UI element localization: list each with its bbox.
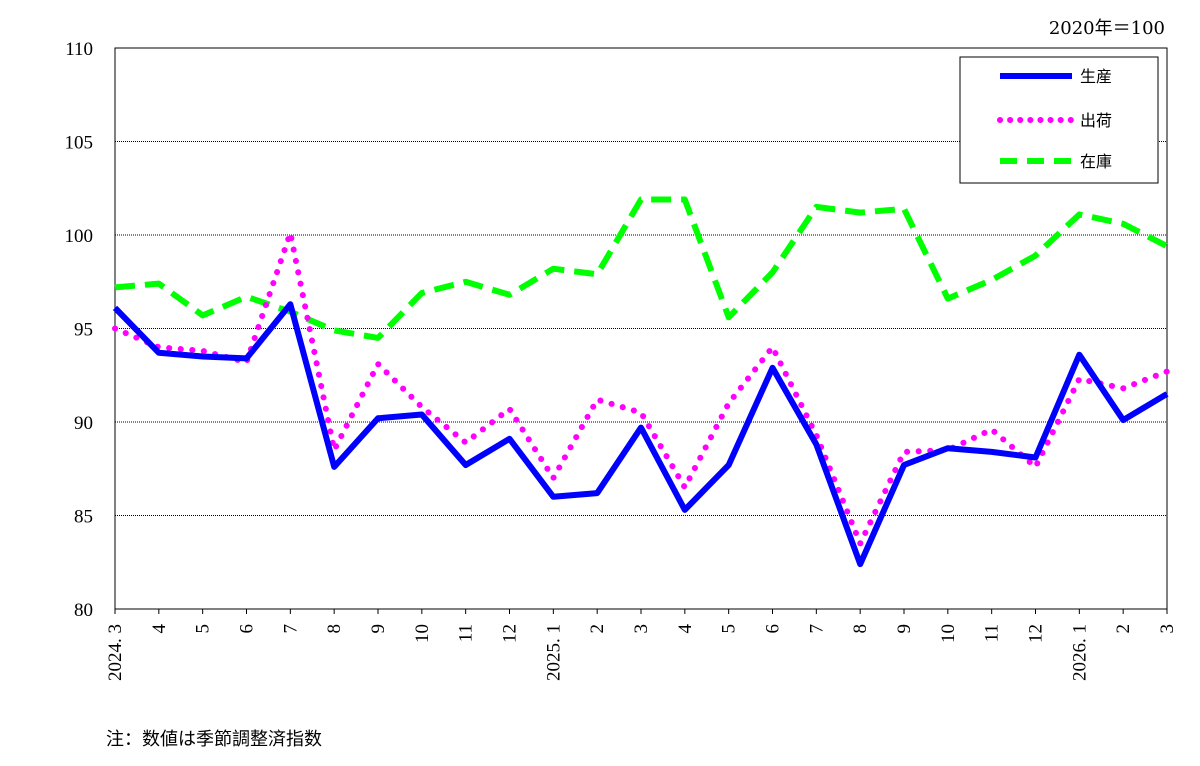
series-line-shipments: [112, 230, 1170, 547]
x-tick-label: 4: [675, 624, 696, 634]
x-tick-label: 7: [280, 624, 301, 634]
x-tick-label: 6: [237, 624, 258, 634]
x-tick-label: 3: [631, 624, 652, 634]
y-tick-label: 110: [65, 39, 93, 60]
x-tick-label: 6: [763, 624, 784, 634]
x-tick-label: 11: [982, 624, 1003, 642]
y-tick-label: 80: [74, 600, 93, 621]
x-tick-label: 2026. 1: [1069, 624, 1090, 681]
y-axis-ticks: 80 85 90 95 100 105 110: [65, 39, 94, 621]
x-tick-label: 8: [850, 624, 871, 634]
x-tick-label: 12: [500, 624, 521, 643]
x-tick-label: 8: [324, 624, 345, 634]
x-tick-label: 11: [456, 624, 477, 642]
x-tick-label: 10: [412, 624, 433, 643]
series-line-inventory: [114, 196, 1169, 341]
x-tick-label: 12: [1026, 624, 1047, 643]
y-tick-label: 95: [74, 320, 93, 341]
series-line-production: [112, 301, 1169, 568]
x-tick-label: 2: [587, 624, 608, 634]
x-tick-label: 7: [806, 624, 827, 634]
legend-label-inventory: 在庫: [1080, 152, 1112, 171]
x-tick-label: 10: [938, 624, 959, 643]
y-tick-label: 90: [74, 413, 93, 434]
x-tick-label: 9: [894, 624, 915, 634]
x-tick-label: 5: [719, 624, 740, 634]
series-lines: [112, 196, 1170, 568]
legend-label-shipments: 出荷: [1080, 111, 1112, 130]
x-tick-label: 9: [368, 624, 389, 634]
legend: 生産 出荷 在庫: [959, 56, 1159, 184]
x-tick-label: 4: [149, 624, 170, 634]
x-tick-label: 2025. 1: [543, 624, 564, 681]
y-tick-label: 100: [65, 226, 94, 247]
unit-note: 2020年＝100: [1049, 18, 1165, 39]
footnote: 注：数値は季節調整済指数: [106, 729, 322, 750]
x-tick-label: 5: [193, 624, 214, 634]
x-tick-label: 3: [1157, 624, 1178, 634]
y-tick-label: 85: [74, 507, 93, 528]
y-tick-label: 105: [65, 133, 94, 154]
x-tick-label: 2: [1113, 624, 1134, 634]
x-tick-label: 2024. 3: [105, 624, 126, 681]
x-axis-ticks: 2024. 3 4 5 6 7 8 9 10 11 12 2025. 1 2 3 4 5 6 7 8 9 10 11 12…: [105, 609, 1178, 681]
legend-label-production: 生産: [1080, 67, 1112, 86]
